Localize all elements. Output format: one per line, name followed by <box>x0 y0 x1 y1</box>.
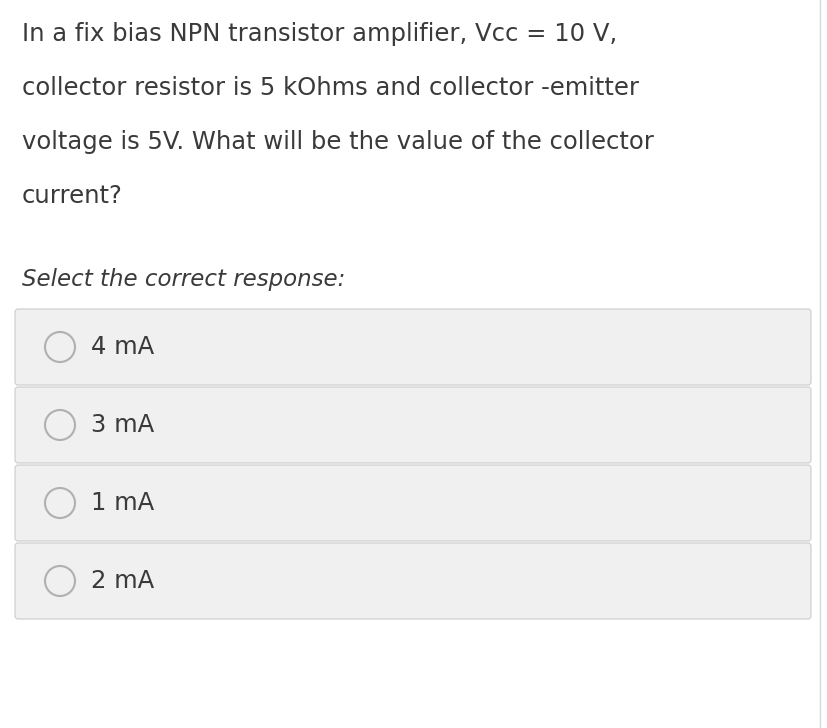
Text: collector resistor is 5 kOhms and collector -emitter: collector resistor is 5 kOhms and collec… <box>22 76 638 100</box>
Circle shape <box>45 332 75 362</box>
Text: current?: current? <box>22 184 122 208</box>
Circle shape <box>45 566 75 596</box>
Text: 3 mA: 3 mA <box>91 413 154 437</box>
FancyBboxPatch shape <box>15 465 810 541</box>
Text: 2 mA: 2 mA <box>91 569 154 593</box>
Circle shape <box>45 488 75 518</box>
FancyBboxPatch shape <box>15 387 810 463</box>
Circle shape <box>45 410 75 440</box>
FancyBboxPatch shape <box>15 309 810 385</box>
Text: 1 mA: 1 mA <box>91 491 154 515</box>
FancyBboxPatch shape <box>15 543 810 619</box>
Text: voltage is 5V. What will be the value of the collector: voltage is 5V. What will be the value of… <box>22 130 653 154</box>
Text: 4 mA: 4 mA <box>91 335 154 359</box>
Text: Select the correct response:: Select the correct response: <box>22 268 345 291</box>
Text: In a fix bias NPN transistor amplifier, Vcc = 10 V,: In a fix bias NPN transistor amplifier, … <box>22 22 616 46</box>
